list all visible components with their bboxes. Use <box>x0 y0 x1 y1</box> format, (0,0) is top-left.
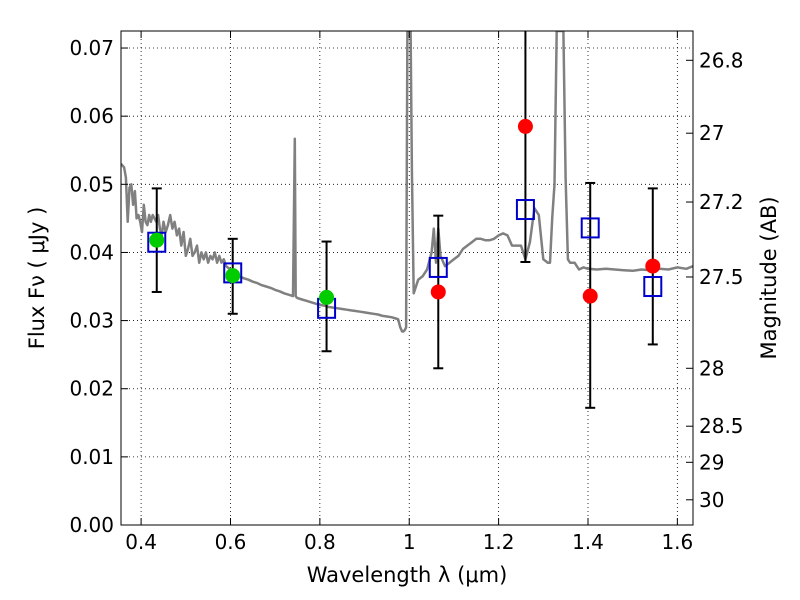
model-point <box>580 217 600 239</box>
right-tick-label: 29 <box>699 450 724 474</box>
model-point <box>428 256 448 278</box>
x-tick-label: 0.8 <box>304 530 336 554</box>
plot-frame <box>120 30 694 526</box>
model-point <box>515 199 535 221</box>
y-tick-label: 0.04 <box>69 240 114 264</box>
right-tick-label: 28 <box>699 356 724 380</box>
y-axis-title: Flux Fν ( μJy ) <box>25 207 49 350</box>
model-point <box>643 276 663 298</box>
x-tick-label: 1.4 <box>572 530 604 554</box>
right-tick-label: 30 <box>699 488 724 512</box>
observed-point <box>645 258 661 274</box>
right-tick-label: 27 <box>699 121 724 145</box>
y-tick-label: 0.00 <box>69 513 114 537</box>
x-tick-label: 1.6 <box>661 530 693 554</box>
y-tick-labels: 0.00 0.01 0.02 0.03 0.04 0.05 0.06 0.07 <box>69 36 114 537</box>
right-tick-labels: 26.8 27 27.2 27.5 28 28.5 29 30 <box>699 48 744 511</box>
observed-points <box>149 118 661 305</box>
x-tick-label: 1.2 <box>483 530 515 554</box>
right-tick-label: 28.5 <box>699 414 744 438</box>
x-axis-title: Wavelength λ (μm) <box>307 563 508 587</box>
observed-point <box>430 284 446 300</box>
y-tick-label: 0.01 <box>69 445 114 469</box>
sed-model-line <box>121 31 693 333</box>
y-tick-label: 0.03 <box>69 309 114 333</box>
axis-ticks <box>121 31 693 526</box>
right-tick-label: 27.2 <box>699 190 744 214</box>
x-tick-label: 1 <box>403 530 416 554</box>
x-tick-label: 0.6 <box>215 530 247 554</box>
plot-area <box>121 31 693 409</box>
right-axis-title: Magnitude (AB) <box>757 196 781 359</box>
y-tick-label: 0.06 <box>69 104 114 128</box>
observed-point <box>517 118 533 134</box>
x-tick-label: 0.4 <box>125 530 157 554</box>
observed-point-hst <box>149 232 165 248</box>
observed-point <box>582 288 598 304</box>
right-tick-label: 27.5 <box>699 265 744 289</box>
observed-point-hst <box>319 289 335 305</box>
x-tick-labels: 0.4 0.6 0.8 1 1.2 1.4 1.6 <box>125 530 693 554</box>
y-tick-label: 0.07 <box>69 36 114 60</box>
y-tick-label: 0.02 <box>69 377 114 401</box>
observed-point-hst <box>225 268 241 284</box>
y-tick-label: 0.05 <box>69 172 114 196</box>
right-tick-label: 26.8 <box>699 48 744 72</box>
